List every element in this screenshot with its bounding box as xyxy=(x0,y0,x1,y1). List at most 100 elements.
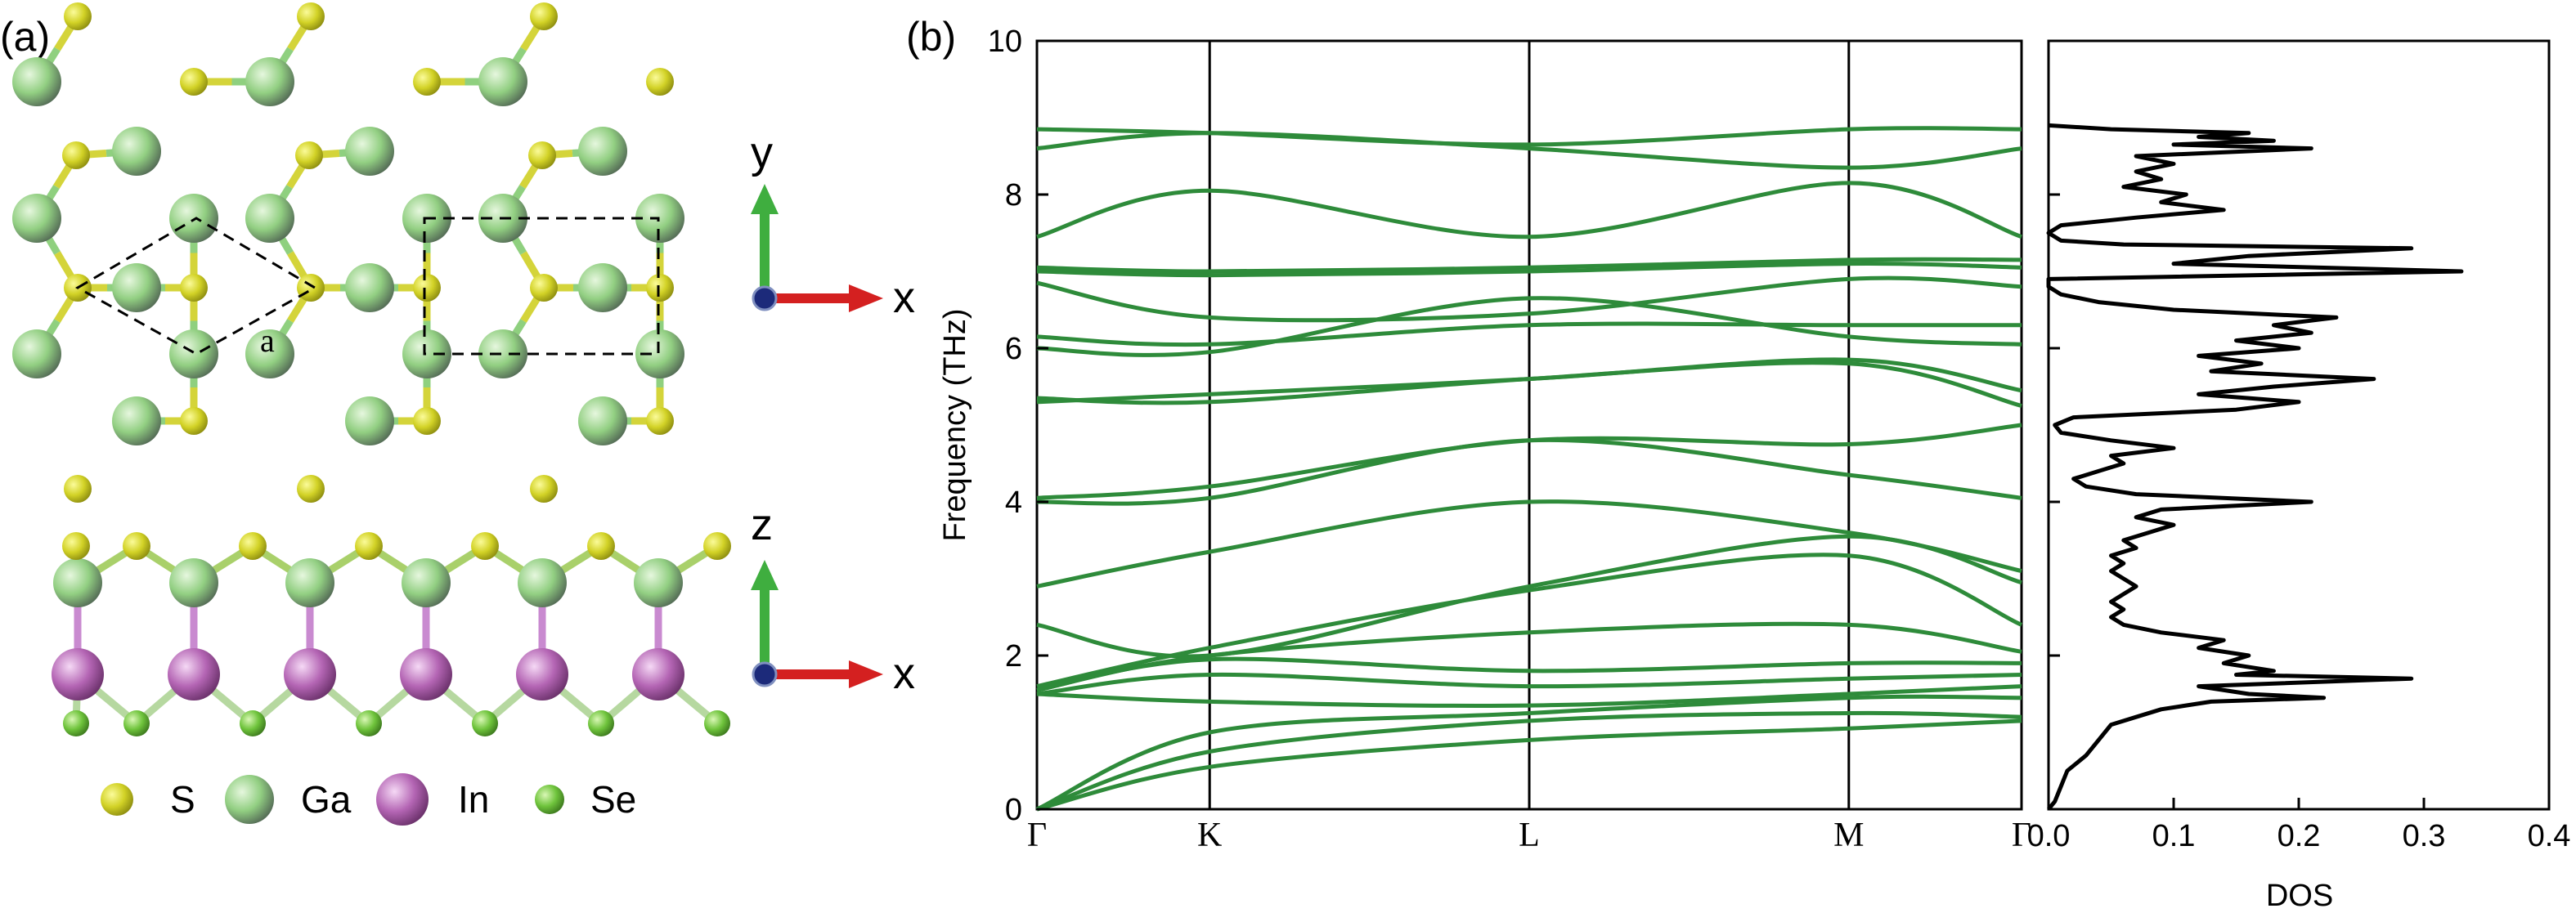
s-atom xyxy=(297,274,325,302)
s-atom xyxy=(530,274,558,302)
x-axis-letter-side: x xyxy=(893,649,915,698)
ga-atom xyxy=(12,329,61,378)
dos-x-tick-label: 0.4 xyxy=(2528,819,2571,853)
s-atom xyxy=(123,532,150,560)
ga-atom xyxy=(518,558,567,607)
phonon-band xyxy=(1036,126,2022,147)
s-atom xyxy=(646,68,674,96)
se-atom xyxy=(588,710,614,736)
top-view-structure xyxy=(12,2,684,503)
ga-atom xyxy=(345,396,394,445)
phonon-band xyxy=(1036,321,2022,347)
ga-atom xyxy=(402,558,451,607)
s-atom xyxy=(295,141,323,169)
y-tick-label: 4 xyxy=(1005,486,1022,520)
in-atom xyxy=(400,648,452,700)
phonon-band xyxy=(1036,423,2022,500)
se-atom xyxy=(472,710,498,736)
ga-atom xyxy=(634,558,683,607)
se-atom xyxy=(63,710,89,736)
rhombic-unit-cell xyxy=(74,217,318,356)
s-atom xyxy=(413,68,441,96)
se-atom xyxy=(123,710,150,736)
legend-s-label: S xyxy=(170,778,195,821)
band-lines xyxy=(1035,126,2022,812)
dos-x-tick-label: 0.2 xyxy=(2278,819,2321,853)
dos-x-tick-label: 0.1 xyxy=(2152,819,2196,853)
kpoint-label: Γ xyxy=(1027,817,1047,854)
se-atom xyxy=(356,710,382,736)
phonon-band xyxy=(1036,710,2022,812)
phonon-band xyxy=(1036,257,2022,274)
kpath-divider-lines xyxy=(1208,41,1851,809)
s-atom xyxy=(180,274,208,302)
y-tick-label: 6 xyxy=(1005,332,1022,366)
s-atom xyxy=(180,407,208,435)
s-atom xyxy=(471,532,499,560)
panel-a-label: (a) xyxy=(0,14,50,60)
ga-atom xyxy=(285,558,334,607)
s-atom xyxy=(646,274,674,302)
s-atom xyxy=(64,475,92,503)
s-atom xyxy=(297,2,325,30)
ga-atom xyxy=(12,194,61,243)
in-atom xyxy=(632,648,684,700)
ga-atom xyxy=(578,396,627,445)
s-atom xyxy=(64,2,92,30)
top-axes-indicator: y x xyxy=(751,128,915,322)
ga-atom xyxy=(53,558,102,607)
s-atom xyxy=(413,407,441,435)
s-atom xyxy=(703,532,731,560)
s-atom xyxy=(239,532,267,560)
in-atom xyxy=(168,648,220,700)
in-atom xyxy=(52,648,104,700)
phonon-band xyxy=(1036,499,2022,589)
origin-dot-side xyxy=(752,661,778,687)
ga-atom xyxy=(578,263,627,312)
ga-atom xyxy=(345,127,394,176)
kpoint-label: L xyxy=(1519,817,1540,854)
se-atom xyxy=(704,710,730,736)
kpoint-label: M xyxy=(1833,817,1864,854)
s-atom xyxy=(587,532,615,560)
y-tick-label: 10 xyxy=(988,25,1022,59)
s-atom xyxy=(355,532,383,560)
ga-atom xyxy=(112,263,161,312)
ga-atom xyxy=(635,329,684,378)
ga-atom xyxy=(245,329,294,378)
side-axes-indicator: z x xyxy=(751,500,915,698)
phonon-band-chart: 0 2 4 6 8 10 Γ K L M Γ Frequency (THz) xyxy=(938,25,2031,854)
legend-ga-label: Ga xyxy=(301,778,352,821)
s-atom xyxy=(413,274,441,302)
ga-atom xyxy=(245,57,294,106)
phonon-band xyxy=(1036,672,2022,696)
ga-atom xyxy=(478,329,527,378)
phonon-band xyxy=(1036,296,2022,357)
ga-atom xyxy=(169,558,218,607)
legend-se-label: Se xyxy=(590,778,636,821)
ga-atom xyxy=(12,57,61,106)
z-axis-letter: z xyxy=(751,500,773,549)
lattice-constant-label: a xyxy=(260,322,275,359)
s-atom xyxy=(528,141,556,169)
s-atom xyxy=(297,475,325,503)
s-atom xyxy=(180,68,208,96)
ga-atom xyxy=(402,329,451,378)
dos-curve xyxy=(2046,123,2464,811)
y-axis-letter: y xyxy=(751,128,773,177)
side-view-structure xyxy=(52,532,731,736)
ga-atom xyxy=(245,194,294,243)
kpoint-label: K xyxy=(1197,817,1222,854)
dos-x-tick-label: 0.3 xyxy=(2403,819,2446,853)
x-axis-letter: x xyxy=(893,273,915,322)
ga-atom xyxy=(112,396,161,445)
ga-atom xyxy=(112,127,161,176)
phonon-band xyxy=(1036,262,2022,278)
legend-in-label: In xyxy=(458,778,489,821)
phonon-band xyxy=(1036,275,2022,323)
dos-chart: 0.0 0.1 0.2 0.3 0.4 DOS xyxy=(2027,39,2571,913)
legend-s-swatch xyxy=(101,783,133,816)
phonon-band xyxy=(1036,621,2022,692)
phonon-band xyxy=(1036,718,2022,812)
